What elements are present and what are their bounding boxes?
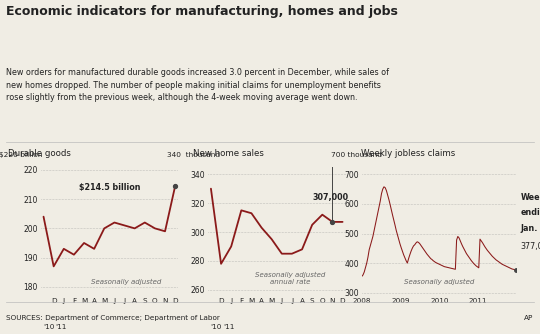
Text: Durable goods: Durable goods xyxy=(8,149,71,158)
Text: '10: '10 xyxy=(211,324,222,330)
Text: 307,000: 307,000 xyxy=(312,193,348,202)
Text: AP: AP xyxy=(524,315,534,321)
Text: Seasonally adjusted: Seasonally adjusted xyxy=(403,279,474,285)
Text: $214.5 billion: $214.5 billion xyxy=(79,183,140,192)
Text: 377,000: 377,000 xyxy=(521,241,540,250)
Text: '11: '11 xyxy=(56,324,67,330)
Text: Seasonally adjusted
annual rate: Seasonally adjusted annual rate xyxy=(255,272,326,285)
Text: Weekly jobless claims: Weekly jobless claims xyxy=(361,149,455,158)
Text: 700 thousand: 700 thousand xyxy=(331,152,382,158)
Text: 340  thousand: 340 thousand xyxy=(166,152,220,158)
Text: '10: '10 xyxy=(43,324,55,330)
Text: Jan. 21: Jan. 21 xyxy=(521,223,540,232)
Text: Economic indicators for manufacturing, homes and jobs: Economic indicators for manufacturing, h… xyxy=(6,5,399,18)
Text: '11: '11 xyxy=(223,324,234,330)
Text: Seasonally adjusted: Seasonally adjusted xyxy=(91,279,161,285)
Text: New orders for manufactured durable goods increased 3.0 percent in December, whi: New orders for manufactured durable good… xyxy=(6,68,389,102)
Text: Week: Week xyxy=(521,193,540,202)
Text: ending: ending xyxy=(521,208,540,217)
Text: $220 billion: $220 billion xyxy=(0,152,43,158)
Text: New home sales: New home sales xyxy=(193,149,264,158)
Text: SOURCES: Department of Commerce; Department of Labor: SOURCES: Department of Commerce; Departm… xyxy=(6,315,220,321)
